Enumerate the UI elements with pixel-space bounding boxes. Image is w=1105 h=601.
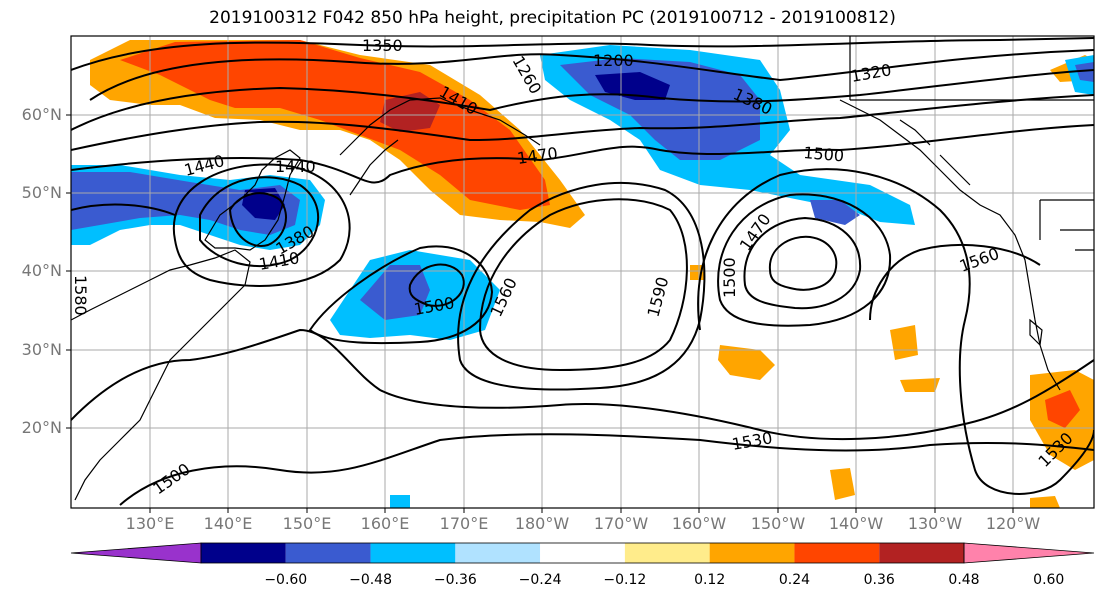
- contour-label: 1500: [720, 257, 739, 298]
- colorbar-box: [540, 543, 625, 563]
- colorbar-box: [285, 543, 371, 563]
- lat-label: 50°N: [21, 183, 62, 202]
- lon-label: 140°W: [828, 514, 884, 533]
- colorbar-tick-label: 0.48: [948, 572, 980, 588]
- height-contours: [71, 37, 1094, 506]
- graticule: [71, 36, 1094, 508]
- colorbar-boxes: [70, 542, 1095, 564]
- colorbar-box: [201, 543, 286, 563]
- lon-label: 120°W: [985, 514, 1041, 533]
- colorbar-box: [879, 543, 964, 563]
- lon-label: 170°E: [439, 514, 489, 533]
- contour-label: 1200: [593, 51, 634, 70]
- map-title: 2019100312 F042 850 hPa height, precipit…: [209, 8, 896, 28]
- colorbar-outline: [200, 542, 965, 564]
- lon-label: 130°E: [125, 514, 175, 533]
- contour-label: 1440: [275, 157, 316, 176]
- contour-label: 1500: [803, 143, 845, 165]
- colorbar-box: [794, 543, 880, 563]
- contour-label: 1350: [362, 36, 403, 55]
- colorbar-box: [624, 543, 710, 563]
- colorbar-tick-label: −0.12: [603, 572, 647, 588]
- colorbar-tick-label: 0.12: [694, 572, 726, 588]
- colorbar-tick-label: 0.36: [863, 572, 895, 588]
- lat-label: 30°N: [21, 340, 62, 359]
- lon-label: 170°W: [593, 514, 649, 533]
- colorbar-tick-label: −0.24: [518, 572, 562, 588]
- contour-label: 1580: [71, 275, 90, 316]
- colorbar-box: [370, 543, 456, 563]
- coastlines: [71, 36, 1094, 501]
- lat-label: 40°N: [21, 261, 62, 280]
- colorbar-tick-label: 0.24: [778, 572, 811, 588]
- colorbar-tick-label: −0.60: [264, 572, 308, 588]
- lon-label: 150°E: [282, 514, 332, 533]
- colorbar-extend-min: [70, 542, 202, 564]
- axis-ticks: [66, 114, 1014, 513]
- colorbar-extend-max: [963, 542, 1095, 564]
- lon-label: 150°W: [750, 514, 806, 533]
- colorbar-tick-label: 0.60: [1033, 572, 1065, 588]
- lon-label: 160°W: [671, 514, 727, 533]
- colorbar-tick-label: −0.48: [349, 572, 392, 588]
- lon-label: 180°W: [514, 514, 570, 533]
- colorbar-tick-label: −0.36: [433, 572, 477, 588]
- lon-label: 140°E: [203, 514, 253, 533]
- negative-precip-shading: [71, 45, 1094, 508]
- colorbar-box: [709, 543, 795, 563]
- colorbar-box: [455, 543, 541, 563]
- lat-label: 60°N: [21, 105, 62, 124]
- lon-label: 160°E: [360, 514, 410, 533]
- lon-label: 130°W: [907, 514, 963, 533]
- map-frame: [70, 35, 1095, 509]
- lat-label: 20°N: [21, 418, 62, 437]
